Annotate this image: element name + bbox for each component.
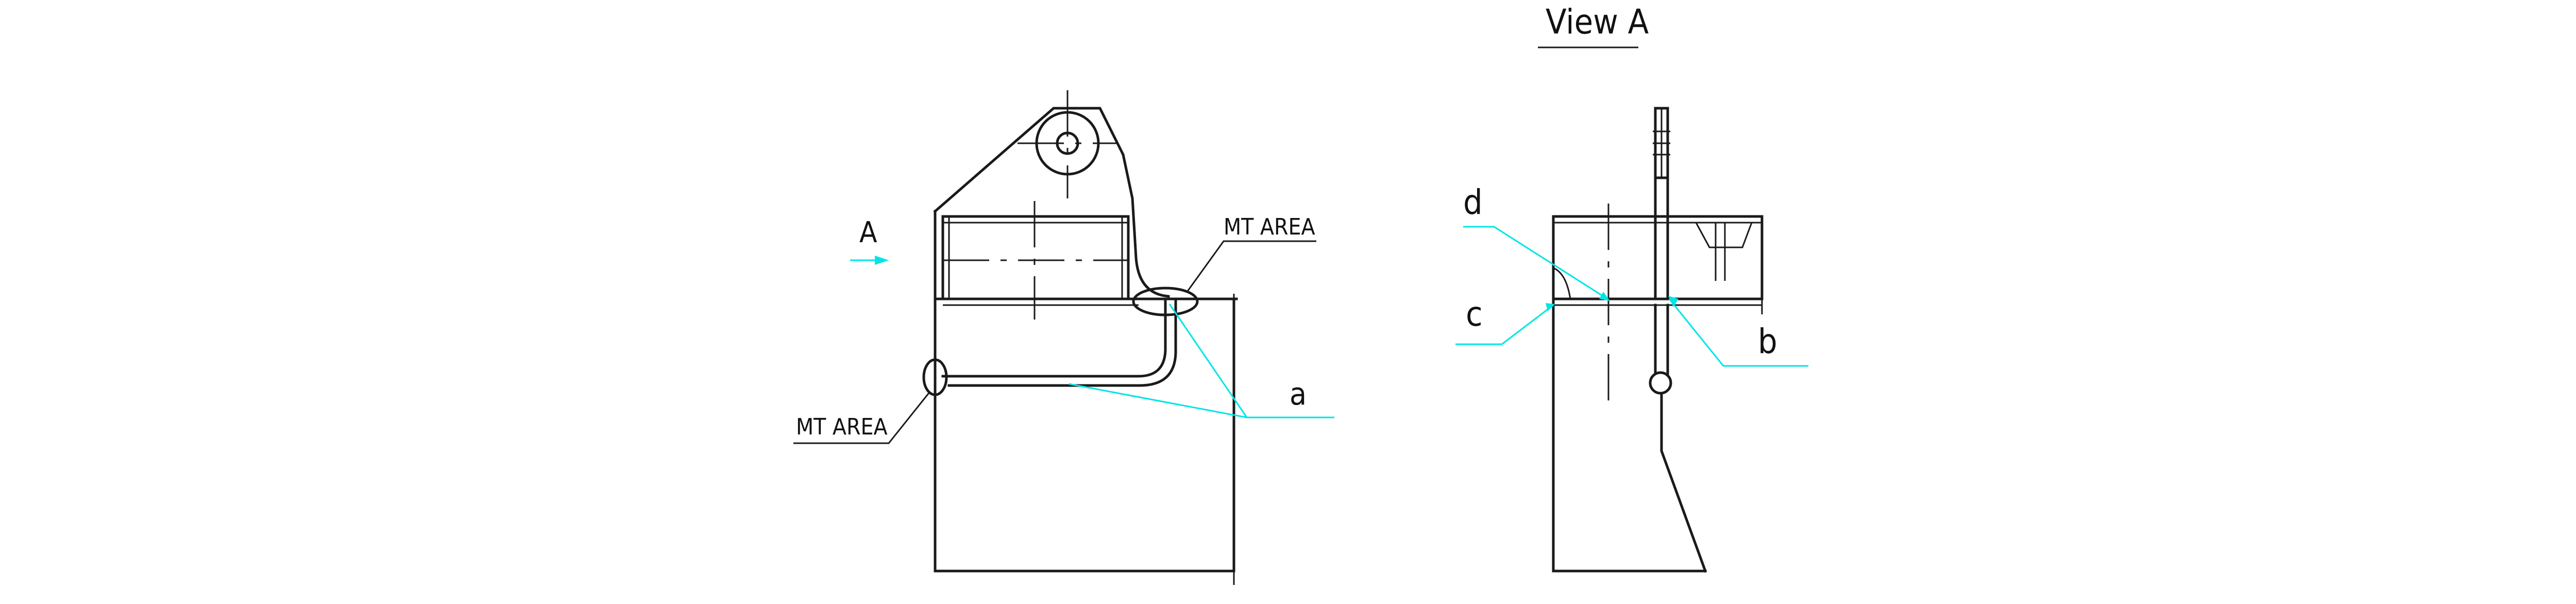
side-view: MT AREA MT AREA a A [793,90,1334,585]
mt-area-top-leader [1187,240,1316,292]
mt-area-ellipse-left [922,358,948,396]
weld-c-label: c [1466,294,1483,334]
view-arrow-head [875,256,889,265]
bent-bracket-outer [941,298,1167,378]
stiffener-box-view-a [1552,215,1764,300]
weld-a-label: a [1290,376,1307,412]
weld-a-leader-2 [1069,383,1247,418]
view-arrow-label: A [859,216,877,249]
view-a: View A b [1455,2,1808,573]
corner-fillet [1553,267,1571,299]
hull-sloped-wall [1660,393,1707,573]
mt-area-left-leader [793,391,931,444]
bent-bracket-inner [947,298,1177,387]
mt-area-top-label: MT AREA [1224,214,1315,240]
weld-d-arrow [1599,292,1610,301]
stiffener-block [941,215,1130,300]
mt-area-circle-view-a [1649,371,1672,395]
view-a-title: View A [1546,2,1649,42]
weld-b-leader [1668,298,1808,367]
weld-a-leader-1 [1168,304,1334,418]
weld-c-arrow [1546,303,1555,311]
weld-b-arrow [1668,296,1679,307]
weld-c-leader [1455,304,1554,345]
weld-b-label: b [1758,322,1777,361]
mt-area-left-label: MT AREA [796,414,888,440]
lug-plate-outline [933,107,1170,298]
weld-d-leader [1463,226,1608,300]
mt-area-ellipse-top [1132,287,1199,316]
weld-d-label: d [1463,182,1483,222]
gusset-outline [1695,222,1753,248]
